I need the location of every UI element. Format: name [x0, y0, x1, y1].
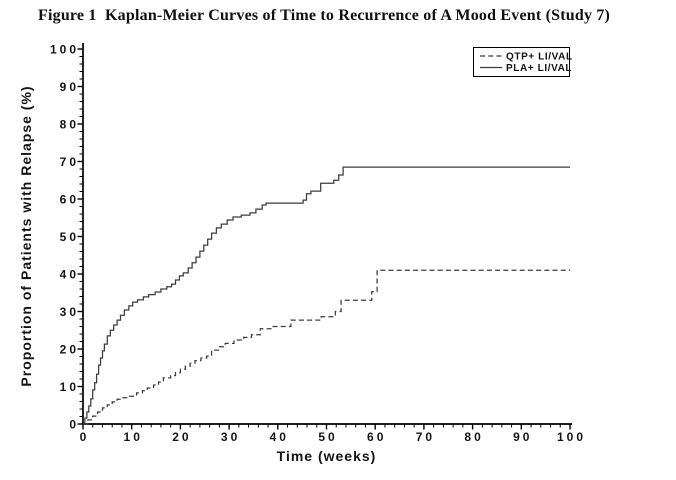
legend-entry-label: PLA+ LI/VAL: [506, 63, 572, 74]
y-tick-label: 10: [60, 380, 79, 394]
y-tick-label: 40: [60, 268, 79, 282]
y-tick-label: 80: [60, 118, 79, 132]
y-tick-label: 90: [60, 80, 79, 94]
x-tick-label: 50: [318, 430, 337, 444]
x-tick-label: 0: [80, 430, 90, 444]
curve-solid: [83, 166, 570, 425]
x-tick-label: 40: [270, 430, 289, 444]
x-tick-label: 70: [416, 430, 435, 444]
curve-dashed: [83, 269, 570, 425]
y-tick-label: 50: [60, 230, 79, 244]
y-tick-label: 0: [69, 418, 79, 432]
x-tick-label: 80: [464, 430, 483, 444]
legend-box: [473, 47, 570, 77]
x-tick-label: 20: [172, 430, 191, 444]
x-axis-title: Time (weeks): [277, 448, 377, 464]
x-tick-label: 60: [367, 430, 386, 444]
figure-title: Figure 1 Kaplan-Meier Curves of Time to …: [38, 7, 611, 24]
x-tick-label: 30: [221, 430, 240, 444]
x-tick-label: 90: [513, 430, 532, 444]
y-tick-label: 20: [60, 343, 79, 357]
y-tick-label: 100: [50, 43, 79, 57]
x-tick-label: 10: [124, 430, 143, 444]
legend-entry-label: QTP+ LI/VAL: [506, 52, 573, 63]
y-tick-label: 70: [60, 155, 79, 169]
y-tick-label: 30: [60, 305, 79, 319]
y-axis-title: Proportion of Patients with Relapse (%): [18, 85, 34, 386]
y-tick-label: 60: [60, 193, 79, 207]
x-tick-label: 100: [557, 430, 586, 444]
